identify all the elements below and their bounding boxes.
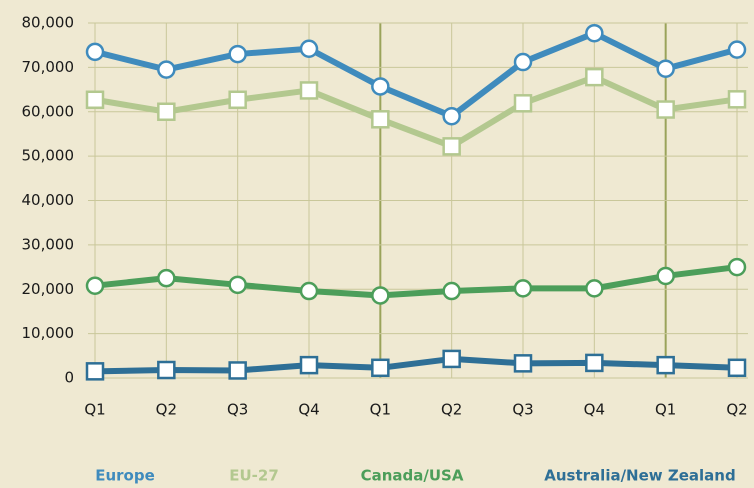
y-tick-label: 60,000 (22, 102, 75, 120)
marker (727, 90, 747, 109)
x-tick-label: Q3 (227, 401, 248, 419)
marker (371, 77, 390, 96)
marker (442, 106, 461, 126)
marker (371, 110, 390, 129)
marker (585, 353, 604, 373)
marker (442, 349, 461, 369)
marker (157, 60, 176, 79)
marker (299, 81, 319, 100)
marker (442, 137, 461, 156)
marker (513, 94, 533, 113)
series-line (94, 74, 738, 150)
marker (157, 268, 176, 288)
x-tick-label: Q4 (584, 401, 605, 419)
marker (656, 355, 675, 375)
marker (727, 40, 747, 59)
marker (656, 59, 675, 78)
marker (513, 354, 533, 373)
y-tick-label: 30,000 (22, 235, 75, 253)
marker (585, 279, 604, 298)
marker (85, 276, 105, 295)
marker (371, 286, 390, 305)
x-tick-label: Q1 (370, 401, 391, 419)
marker (299, 281, 319, 301)
marker (442, 281, 461, 301)
x-tick-label: Q2 (156, 401, 177, 419)
marker (513, 52, 533, 72)
x-tick-label: Q2 (441, 401, 462, 419)
series-line (94, 30, 738, 120)
marker (157, 102, 176, 121)
y-tick-label: 80,000 (22, 14, 75, 32)
marker (299, 39, 319, 58)
marker (228, 90, 247, 110)
marker (513, 279, 533, 298)
x-tick-label: Q2 (726, 401, 747, 419)
marker (85, 362, 105, 381)
marker (228, 275, 247, 295)
y-tick-label: 10,000 (22, 324, 75, 342)
legend-label: Australia/New Zealand (544, 467, 735, 485)
x-tick-label: Q1 (84, 401, 105, 419)
legend-label: Canada/USA (361, 467, 464, 485)
marker (299, 355, 319, 375)
y-tick-label: 20,000 (22, 280, 75, 298)
marker (157, 360, 176, 380)
y-tick-label: 0 (64, 369, 74, 387)
marker (371, 358, 390, 378)
x-tick-label: Q4 (298, 401, 319, 419)
series-line (94, 355, 738, 375)
marker (228, 44, 247, 64)
marker (85, 42, 105, 62)
marker (727, 257, 747, 277)
legend-label: EU-27 (229, 467, 279, 485)
marker (656, 100, 675, 119)
series-line (94, 264, 738, 299)
y-tick-label: 50,000 (22, 147, 75, 165)
x-tick-label: Q1 (655, 401, 676, 419)
y-tick-label: 70,000 (22, 58, 75, 76)
marker (656, 266, 675, 286)
x-tick-label: Q3 (512, 401, 533, 419)
y-tick-label: 40,000 (22, 191, 75, 209)
marker (85, 90, 105, 110)
marker (727, 358, 747, 378)
marker (228, 361, 247, 380)
legend-label: Europe (95, 467, 155, 485)
marker (585, 67, 604, 87)
marker (585, 23, 604, 43)
